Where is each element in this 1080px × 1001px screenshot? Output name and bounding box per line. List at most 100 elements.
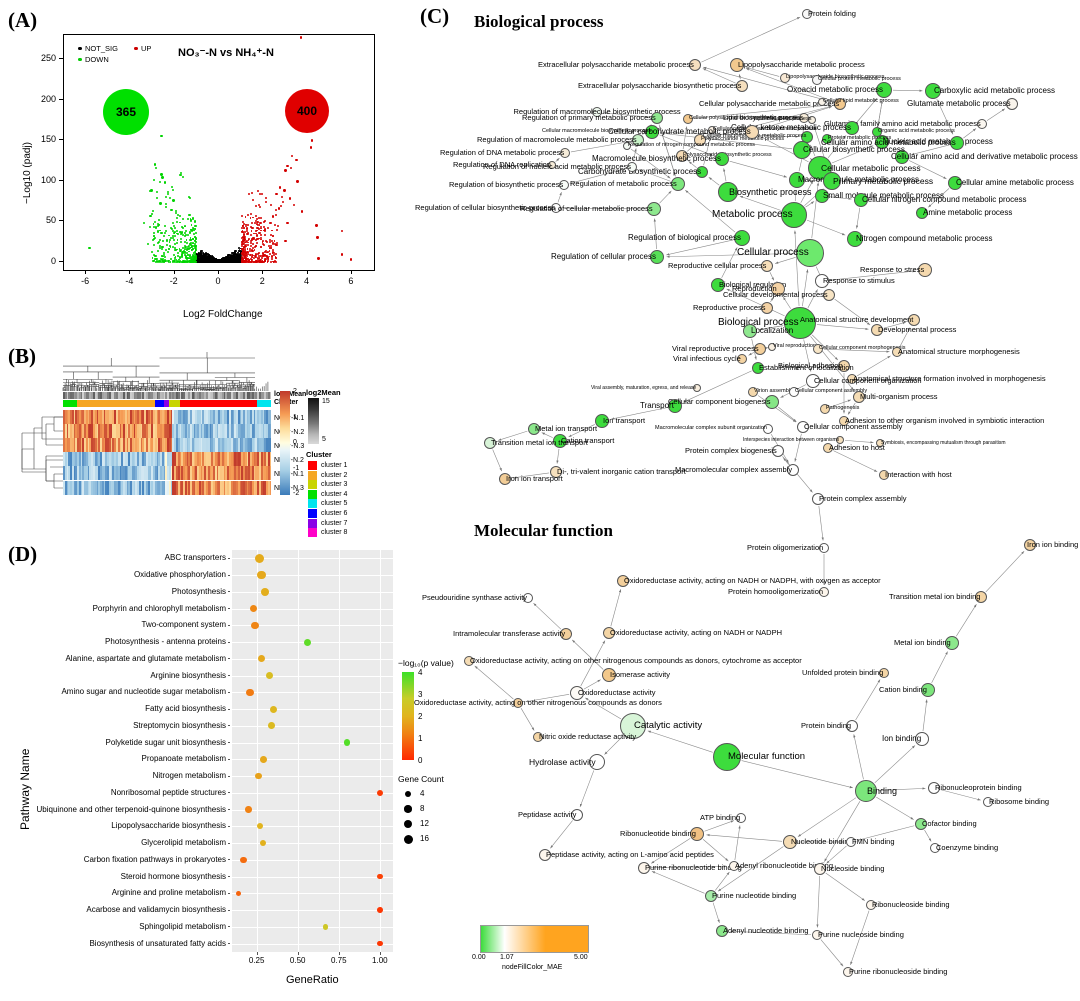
volcano-point — [163, 181, 166, 184]
volcano-point — [260, 193, 263, 196]
dotplot-point[interactable] — [255, 553, 265, 563]
volcano-point — [238, 250, 241, 253]
volcano-point — [181, 176, 184, 179]
volcano-point — [243, 242, 246, 245]
network-edge-bp — [833, 450, 878, 473]
volcano-point — [176, 221, 179, 224]
volcano-point — [153, 163, 156, 166]
dotplot-y-tick — [228, 574, 230, 576]
volcano-point — [190, 223, 193, 226]
volcano-point — [264, 229, 266, 232]
dotplot-point[interactable] — [268, 722, 275, 730]
dotplot-point[interactable] — [377, 873, 383, 880]
dotplot-pathway-label: Lipopolysaccharide biosynthesis — [111, 821, 226, 831]
network-edge-mf — [734, 825, 741, 861]
volcano-x-tick — [218, 270, 219, 274]
dotplot-point[interactable] — [377, 907, 383, 913]
dotplot-point[interactable] — [254, 772, 262, 780]
dotplot-point[interactable] — [259, 755, 267, 763]
volcano-point — [151, 250, 153, 253]
volcano-point — [160, 173, 163, 176]
heatmap-cluster-swatch — [308, 528, 317, 538]
dotplot-x-tick-label: 0.75 — [330, 956, 347, 965]
volcano-point — [267, 260, 270, 263]
heatmap-log2mean-tick: 5 — [322, 436, 326, 443]
network-node-label: Protein folding — [808, 9, 856, 18]
dotplot-pathway-label: Nonribosomal peptide structures — [110, 787, 226, 797]
volcano-point — [158, 180, 161, 183]
network-node-label: Cellular amino acid and derivative metab… — [891, 152, 1078, 161]
volcano-point — [176, 241, 179, 244]
dotplot-x-axis-label: GeneRatio — [286, 974, 339, 986]
volcano-count-bubble-down: 365 — [103, 89, 149, 135]
network-edge-bp — [806, 219, 846, 236]
volcano-point — [264, 234, 267, 237]
dotplot-point[interactable] — [266, 672, 274, 680]
dotplot-point[interactable] — [235, 890, 242, 897]
dotplot-point[interactable] — [246, 688, 254, 697]
volcano-count-bubble-up: 400 — [285, 89, 329, 133]
volcano-point — [194, 220, 197, 223]
dotplot-x-tick — [297, 952, 299, 955]
heatmap-cluster-legend-label: cluster 7 — [321, 519, 348, 527]
volcano-x-tick-label: 0 — [215, 276, 221, 286]
network-edge-mf — [956, 604, 977, 637]
volcano-point — [191, 245, 193, 247]
dotplot-point[interactable] — [256, 823, 263, 830]
dotplot-gridline-horizontal — [232, 759, 393, 761]
dotplot-point[interactable] — [251, 621, 259, 630]
network-edge-bp — [708, 176, 720, 186]
volcano-x-tick — [262, 270, 264, 274]
dotplot-point[interactable] — [377, 940, 383, 947]
dotplot-point[interactable] — [240, 856, 247, 864]
heatmap-scale-tick: 2 — [293, 388, 297, 395]
volcano-point — [165, 229, 168, 232]
volcano-point — [200, 252, 203, 255]
volcano-point — [152, 223, 155, 225]
volcano-point — [167, 251, 169, 254]
dotplot-pathway-label: Arginine and proline metabolism — [111, 888, 226, 898]
dotplot-gridline-horizontal — [232, 725, 393, 727]
dotplot-x-tick — [379, 952, 381, 955]
volcano-x-tick-label: -6 — [81, 276, 90, 286]
dotplot-point[interactable] — [257, 571, 266, 580]
dotplot-size-legend-dot — [403, 819, 413, 829]
dotplot-pathway-label: Alanine, aspartate and glutamate metabol… — [65, 653, 226, 663]
dotplot-y-tick — [228, 943, 230, 945]
volcano-point — [274, 214, 277, 217]
volcano-point — [159, 239, 162, 241]
dotplot-point[interactable] — [259, 839, 267, 847]
volcano-point — [192, 247, 195, 250]
dotplot-point[interactable] — [269, 705, 277, 713]
volcano-point — [262, 239, 265, 242]
dotplot-point[interactable] — [260, 587, 269, 596]
volcano-point — [290, 154, 294, 157]
dotplot-pathway-label: Two-component system — [141, 620, 226, 630]
dotplot-point[interactable] — [258, 655, 266, 663]
volcano-point — [171, 222, 174, 225]
dotplot-point[interactable] — [376, 789, 384, 797]
dotplot-point[interactable] — [343, 739, 351, 746]
volcano-y-axis-label: −Log10 (padj) — [22, 142, 33, 204]
network-edge-mf — [520, 708, 535, 731]
volcano-point — [166, 192, 170, 196]
volcano-point — [309, 146, 313, 149]
volcano-point — [200, 249, 203, 252]
volcano-point — [239, 257, 241, 260]
volcano-point — [264, 254, 266, 257]
network-edge-bp — [855, 207, 861, 229]
dotplot-point[interactable] — [245, 806, 252, 813]
dotplot-point[interactable] — [322, 924, 329, 930]
dotplot-gridline-horizontal — [232, 876, 393, 878]
volcano-point — [183, 224, 186, 227]
dotplot-y-tick — [228, 675, 230, 677]
volcano-point — [249, 212, 252, 215]
volcano-point — [255, 218, 258, 221]
volcano-y-tick-label: 250 — [40, 53, 56, 64]
volcano-point — [263, 221, 265, 224]
dotplot-point[interactable] — [304, 638, 312, 646]
heatmap-cluster-swatch — [308, 480, 317, 490]
volcano-point — [265, 200, 268, 203]
dotplot-gridline-vertical — [297, 550, 299, 952]
volcano-legend-marker — [78, 57, 82, 61]
